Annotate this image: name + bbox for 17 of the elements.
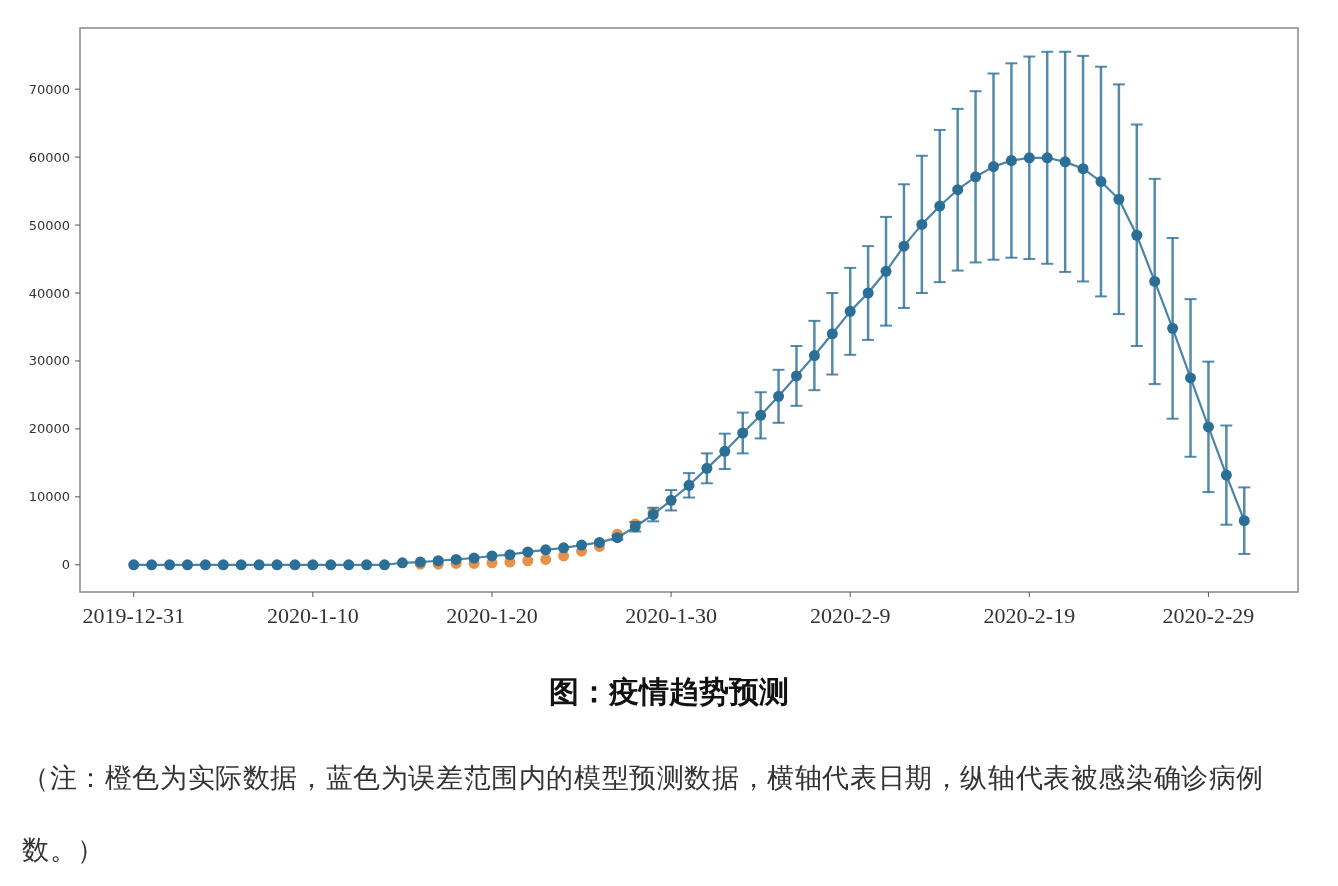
x-tick-label: 2020-1-30 <box>625 603 717 628</box>
x-tick-label: 2020-2-19 <box>983 603 1076 628</box>
text: （注：橙色为实际数据，蓝色为误差范围内的模型预测数据，横轴代表日期，纵轴代表被感染确诊病例数。） <box>22 762 1264 865</box>
y-tick-label: 30000 <box>28 353 70 369</box>
y-tick-label: 0 <box>61 557 70 573</box>
x-tick-label: 2020-1-20 <box>446 603 538 628</box>
text: 图：疫情趋势预测 <box>548 673 790 711</box>
y-tick-label: 10000 <box>28 489 70 505</box>
x-tick-label: 2020-1-10 <box>267 603 359 628</box>
x-tick-label: 2019-12-31 <box>82 603 186 628</box>
y-tick-label: 20000 <box>28 421 70 437</box>
y-tick-label: 60000 <box>28 149 70 165</box>
x-tick-label: 2020-2-29 <box>1162 603 1255 628</box>
y-tick-label: 70000 <box>28 81 70 97</box>
y-tick-label: 50000 <box>28 217 70 233</box>
x-tick-label: 2020-2-9 <box>809 603 891 628</box>
y-tick-label: 40000 <box>28 285 70 301</box>
